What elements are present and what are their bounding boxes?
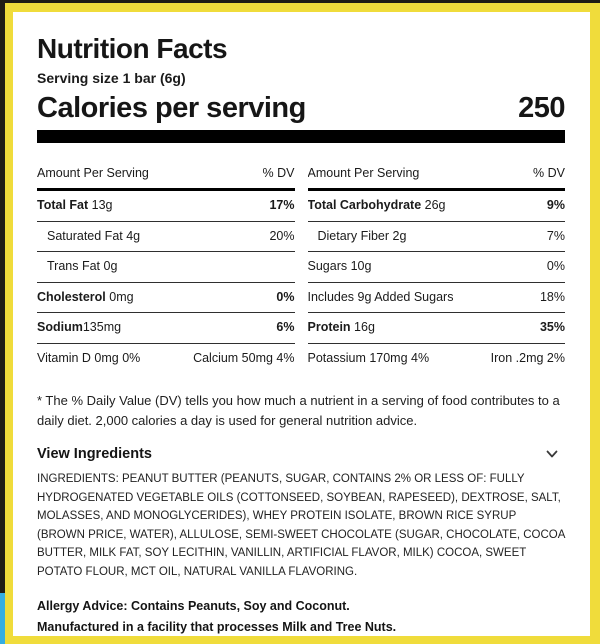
nutrient-dv-value: 0% (546, 259, 565, 274)
nutrient-row: Includes 9g Added Sugars 18% (307, 281, 565, 313)
nutrient-column: Amount Per Serving % DV Total Fat 13g 17% Sa… (37, 159, 295, 373)
column-header-row: Amount Per Serving % DV (37, 159, 295, 188)
nutrient-name: Sugars 10g (307, 259, 372, 274)
micronutrient-left: Potassium 170mg 4% (307, 351, 430, 366)
nutrient-columns: Amount Per Serving % DV Total Fat 13g 17% Sa… (37, 159, 565, 373)
allergy-section: Allergy Advice: Contains Peanuts, Soy an… (37, 596, 565, 639)
nutrition-facts-title: Nutrition Facts (37, 33, 228, 64)
nutrient-row: Total Carbohydrate 26g 9% (307, 187, 565, 221)
nutrient-dv-value: 6% (276, 320, 295, 335)
micronutrient-left: Vitamin D 0mg 0% (37, 351, 141, 366)
calories-value: 250 (518, 92, 565, 125)
nutrient-name: Trans Fat 0g (47, 259, 118, 274)
serving-size-text: Serving size 1 bar (6g) (37, 70, 186, 87)
nutrient-dv-value: 35% (539, 320, 565, 335)
nutrient-name: Cholesterol 0mg (37, 289, 134, 304)
calories-label: Calories per serving (37, 92, 306, 125)
chevron-down-icon[interactable] (545, 447, 559, 461)
micronutrient-right: Iron .2mg 2% (490, 351, 565, 366)
nutrient-row: Sugars 10g 0% (307, 251, 565, 282)
nutrient-name: Total Carbohydrate 26g (307, 197, 446, 212)
nutrient-dv-value: 20% (269, 228, 295, 243)
view-ingredients-toggle[interactable]: View Ingredients (37, 446, 565, 462)
nutrient-name: Total Fat 13g (37, 197, 113, 212)
nutrient-row: Protein 16g 35% (307, 312, 565, 343)
micronutrient-row: Potassium 170mg 4% Iron .2mg 2% (307, 343, 565, 374)
nutrient-name: Dietary Fiber 2g (317, 228, 407, 243)
facility-warning-text: Manufactured in a facility that processe… (37, 619, 397, 634)
nutrient-name: Protein 16g (307, 320, 375, 335)
percent-dv-header: % DV (533, 166, 565, 181)
nutrient-row: Total Fat 13g 17% (37, 187, 295, 221)
ingredients-text: INGREDIENTS: PEANUT BUTTER (PEANUTS, SUG… (37, 472, 565, 579)
micronutrient-right: Calcium 50mg 4% (193, 351, 295, 366)
percent-dv-header: % DV (262, 166, 295, 181)
nutrient-dv-value: 18% (539, 289, 565, 304)
nutrition-facts-card: Nutrition Facts Serving size 1 bar (6g) … (13, 12, 590, 636)
nutrient-row: Sodium135mg 6% (37, 312, 295, 343)
top-border-strip (0, 0, 600, 3)
nutrient-row: Saturated Fat 4g 20% (37, 220, 295, 252)
view-ingredients-label: View Ingredients (37, 445, 152, 462)
left-border-strip (0, 0, 5, 593)
nutrient-dv-value: 17% (269, 197, 295, 212)
micronutrient-row: Vitamin D 0mg 0% Calcium 50mg 4% (37, 343, 295, 374)
nutrient-row: Trans Fat 0g (37, 251, 295, 282)
amount-per-serving-header: Amount Per Serving (307, 166, 420, 181)
nutrient-name: Sodium135mg (37, 320, 122, 335)
calories-row: Calories per serving 250 (37, 92, 565, 125)
nutrient-name: Includes 9g Added Sugars (307, 289, 454, 304)
nutrient-row: Dietary Fiber 2g 7% (307, 220, 565, 252)
column-header-row: Amount Per Serving % DV (308, 159, 566, 188)
allergy-advice-text: Allergy Advice: Contains Peanuts, Soy an… (37, 598, 350, 613)
daily-value-footnote: * The % Daily Value (DV) tells you how m… (37, 392, 560, 428)
nutrient-dv-value: 0% (276, 289, 295, 304)
nutrient-row: Cholesterol 0mg 0% (37, 281, 295, 313)
amount-per-serving-header: Amount Per Serving (37, 166, 149, 181)
left-blue-strip (0, 593, 5, 644)
nutrient-column: Amount Per Serving % DV Total Carbohydrate… (307, 159, 566, 374)
nutrient-dv-value: 7% (546, 228, 565, 243)
nutrient-dv-value: 9% (546, 197, 565, 212)
calories-divider-bar (37, 130, 565, 144)
nutrient-name: Saturated Fat 4g (47, 228, 141, 243)
